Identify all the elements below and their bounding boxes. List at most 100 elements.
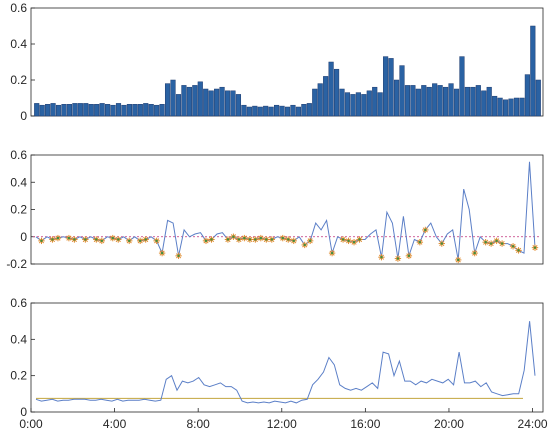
star-marker	[531, 244, 539, 251]
star-marker	[93, 236, 100, 243]
panel-1-bar-chart: 0 0.2 0.4 0.6	[10, 1, 544, 123]
bar	[372, 86, 378, 117]
bar	[333, 68, 340, 117]
star-center	[155, 239, 158, 243]
bar	[492, 95, 498, 117]
bar	[301, 104, 307, 117]
x-tick-label: 0:00	[19, 417, 43, 431]
star-center	[517, 249, 520, 252]
star-center	[330, 251, 334, 255]
star-center	[265, 238, 268, 241]
bar	[350, 94, 356, 117]
star-marker	[493, 237, 500, 245]
bar	[344, 92, 351, 117]
series-line	[35, 161, 536, 260]
panel-3-line-chart: 0 0.2 0.4 0.6 0:00 4:00 8:00 12:00 16:00 20:00 24:…	[10, 296, 548, 431]
star-center	[457, 258, 460, 262]
star-center	[40, 239, 43, 243]
star-center	[489, 242, 493, 245]
y-tick-label: 0.2	[10, 73, 27, 87]
bar	[274, 104, 280, 117]
bar	[519, 97, 525, 117]
star-center	[243, 236, 246, 240]
bar	[252, 105, 258, 117]
bar	[328, 61, 334, 117]
bar	[197, 81, 203, 117]
star-marker	[301, 241, 308, 249]
bar	[235, 94, 242, 117]
y-tick-label: 0.4	[10, 175, 27, 189]
star-center	[117, 238, 120, 241]
bar	[241, 104, 247, 117]
star-marker	[175, 252, 182, 260]
bar	[284, 106, 291, 117]
y-tick-label: 0.2	[10, 203, 27, 217]
bar	[230, 90, 236, 117]
bar	[66, 104, 73, 117]
star-marker	[515, 247, 522, 254]
series-line	[35, 321, 536, 404]
star-center	[226, 238, 230, 241]
bar	[393, 79, 400, 117]
star-marker	[158, 249, 166, 257]
star-marker	[279, 234, 286, 242]
bar	[530, 25, 536, 117]
star-marker	[54, 234, 62, 242]
bar	[164, 83, 171, 117]
star-marker	[98, 237, 106, 245]
bar	[219, 86, 225, 117]
plot-frame	[30, 302, 544, 413]
star-center	[204, 239, 208, 243]
bar	[312, 88, 318, 117]
star-marker	[345, 237, 352, 245]
star-center	[484, 241, 487, 244]
star-marker	[268, 236, 275, 243]
y-tick-label: 0	[20, 230, 27, 244]
star-marker	[378, 253, 385, 261]
bar	[486, 86, 492, 117]
bar	[94, 104, 100, 117]
bar	[268, 106, 274, 117]
star-marker	[290, 237, 297, 245]
bar	[83, 103, 89, 117]
bar	[317, 83, 323, 117]
star-center	[292, 239, 295, 243]
bar	[132, 104, 138, 117]
bar	[279, 105, 285, 117]
bar	[203, 88, 209, 117]
star-marker	[394, 255, 402, 262]
star-marker	[136, 237, 144, 245]
star-center	[73, 238, 76, 241]
star-center	[341, 238, 345, 241]
x-tick-label: 24:00	[518, 417, 548, 431]
star-marker	[202, 237, 210, 245]
star-center	[473, 251, 476, 255]
x-tick-label: 16:00	[350, 417, 380, 431]
star-marker	[487, 240, 495, 247]
star-marker	[356, 236, 363, 243]
star-marker	[208, 236, 215, 243]
bar	[224, 90, 231, 117]
star-center	[138, 239, 142, 243]
bar	[61, 104, 67, 117]
bar	[339, 88, 345, 117]
x-tick-label: 12:00	[267, 417, 297, 431]
x-tick-label: 8:00	[187, 417, 211, 431]
bar	[186, 86, 192, 117]
y-tick-label: 0.6	[10, 148, 27, 162]
star-marker	[482, 239, 489, 246]
star-marker	[235, 236, 243, 243]
star-marker	[350, 239, 358, 246]
star-marker	[405, 252, 413, 260]
star-center	[418, 241, 422, 244]
bar	[448, 83, 454, 117]
star-center	[511, 245, 515, 248]
star-center	[100, 239, 104, 243]
y-tick-label: 0	[20, 109, 27, 123]
star-marker	[38, 237, 45, 245]
bar	[535, 79, 541, 117]
bar	[105, 104, 111, 117]
star-marker	[230, 233, 237, 240]
bar	[366, 90, 372, 117]
